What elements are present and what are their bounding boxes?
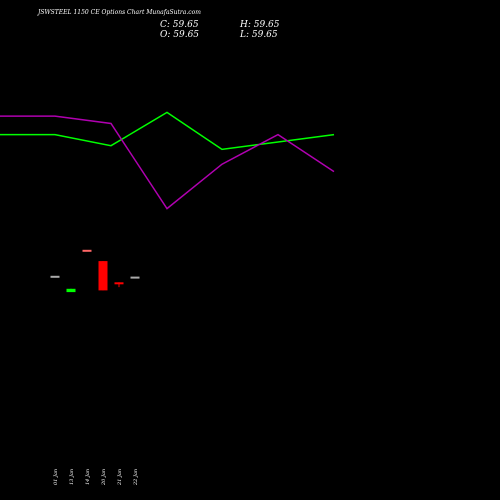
low-readout: L: 59.65 [239,30,278,40]
chart-title: JSWSTEEL 1150 CE Options Chart MunafaSut… [36,9,201,16]
candle-13-jan [66,288,76,293]
x-tick-label: 22 Jan [133,469,139,486]
x-tick-label: 13 Jan [69,469,75,485]
indicator-lines [0,111,335,210]
indicator-line-1 [0,111,335,151]
candle-body [82,249,92,252]
x-tick-label: 01 Jan [53,469,59,485]
candle-body [130,276,140,279]
candle-body [50,275,60,278]
candle-14-jan [82,249,92,252]
indicator-line-2 [0,115,335,210]
candle-body [98,261,108,291]
candle-body [114,282,124,285]
x-tick-label: 21 Jan [117,469,123,486]
high-readout: H: 59.65 [239,20,280,30]
candle-22-jan [130,276,140,279]
candle-21-jan [114,282,124,288]
x-axis-ticks: 01 Jan 13 Jan 14 Jan 20 Jan 21 Jan 22 Jan [53,469,139,486]
candle-body [66,288,76,293]
open-readout: O: 59.65 [160,30,199,40]
x-tick-label: 14 Jan [85,469,91,485]
candle-06-jan [50,275,60,278]
candles [50,249,140,293]
candle-20-jan [98,261,108,291]
close-readout: C: 59.65 [160,20,199,30]
x-tick-label: 20 Jan [101,469,107,486]
